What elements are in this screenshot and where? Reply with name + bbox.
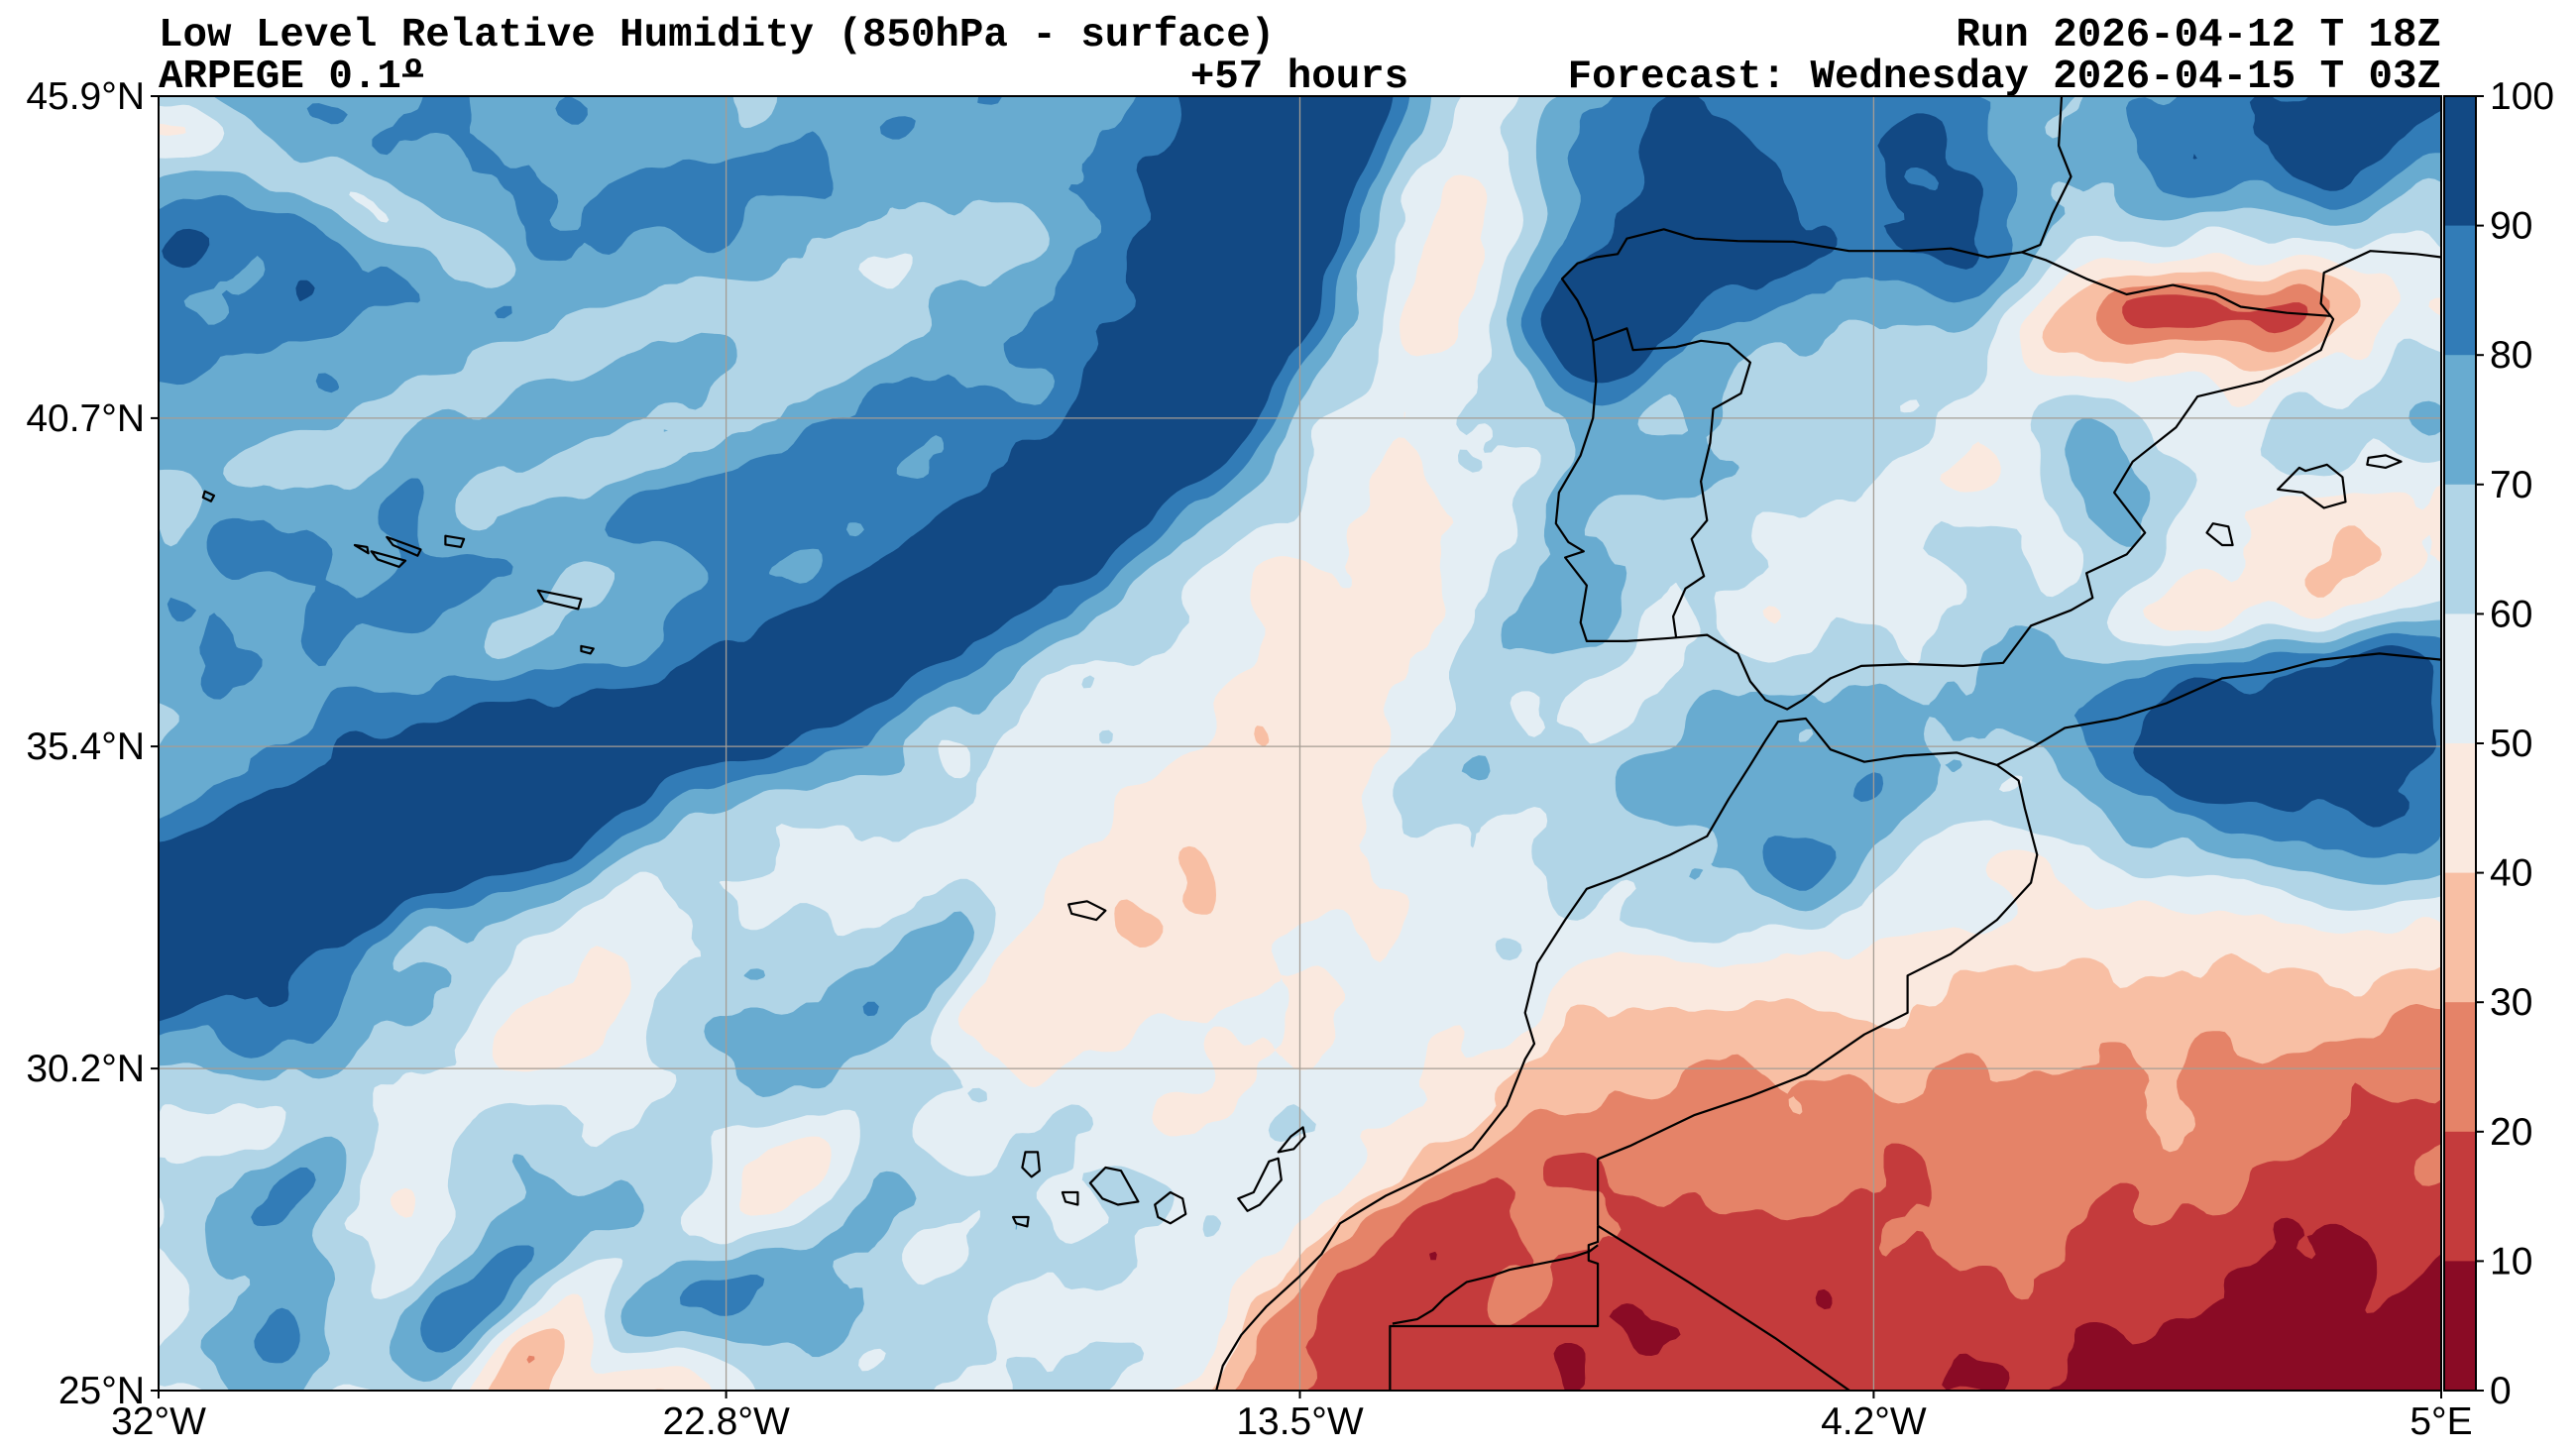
svg-text:25°N: 25°N (58, 1370, 145, 1412)
svg-text:13.5°W: 13.5°W (1236, 1400, 1364, 1443)
svg-text:30.2°N: 30.2°N (26, 1048, 145, 1090)
svg-text:Forecast: Wednesday 2026-04-15: Forecast: Wednesday 2026-04-15 T 03Z (1568, 55, 2441, 100)
svg-text:0: 0 (2490, 1370, 2512, 1412)
svg-text:50: 50 (2490, 723, 2532, 765)
svg-text:60: 60 (2490, 593, 2532, 635)
svg-text:30: 30 (2490, 981, 2532, 1024)
svg-text:Run 2026-04-12 T 18Z: Run 2026-04-12 T 18Z (1956, 13, 2441, 58)
svg-text:45.9°N: 45.9°N (26, 75, 145, 118)
svg-text:10: 10 (2490, 1240, 2532, 1283)
svg-text:22.8°W: 22.8°W (662, 1400, 790, 1443)
svg-text:+57 hours: +57 hours (1190, 55, 1408, 100)
svg-text:80: 80 (2490, 334, 2532, 377)
svg-text:35.4°N: 35.4°N (26, 726, 145, 768)
svg-text:4.2°W: 4.2°W (1821, 1400, 1927, 1443)
svg-text:40.7°N: 40.7°N (26, 397, 145, 440)
svg-text:32°W: 32°W (111, 1400, 206, 1443)
svg-text:ARPEGE 0.1º: ARPEGE 0.1º (159, 55, 425, 100)
svg-text:90: 90 (2490, 205, 2532, 248)
svg-text:70: 70 (2490, 464, 2532, 506)
svg-text:5°E: 5°E (2409, 1400, 2472, 1443)
svg-text:40: 40 (2490, 852, 2532, 895)
svg-text:100: 100 (2490, 75, 2554, 118)
svg-text:Low Level Relative Humidity (8: Low Level Relative Humidity (850hPa - su… (159, 13, 1275, 58)
svg-text:20: 20 (2490, 1111, 2532, 1154)
